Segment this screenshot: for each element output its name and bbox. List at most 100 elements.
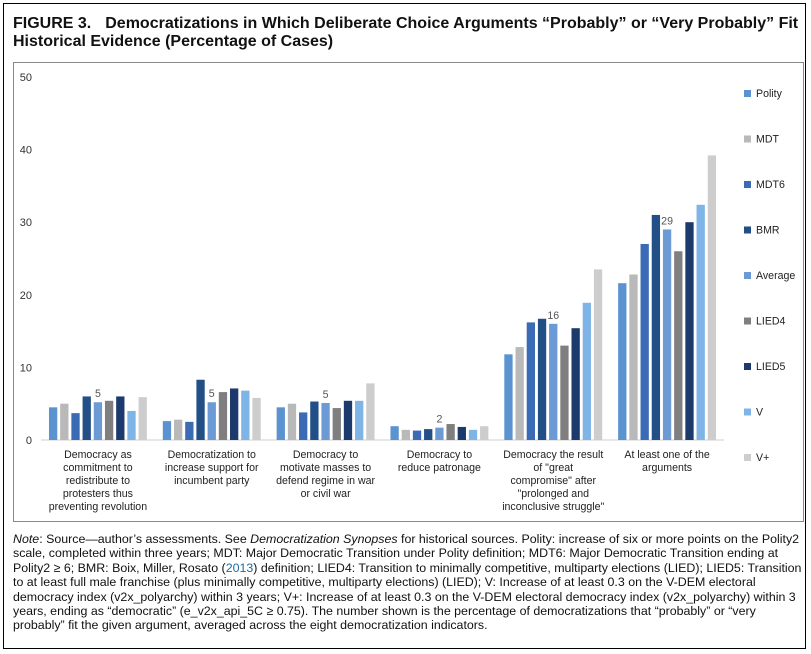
legend-swatch bbox=[744, 363, 751, 370]
legend-swatch bbox=[744, 272, 751, 279]
category-label-line: redistribute to bbox=[66, 475, 130, 487]
bar bbox=[674, 251, 683, 440]
category-label-line: inconclusive struggle" bbox=[502, 501, 604, 513]
bar bbox=[707, 155, 717, 440]
bar bbox=[435, 427, 444, 440]
bar bbox=[593, 269, 603, 440]
bar bbox=[310, 401, 319, 440]
bar bbox=[218, 392, 228, 440]
category-label-line: At least one of the bbox=[624, 449, 710, 461]
data-label: 2 bbox=[436, 414, 442, 426]
bar bbox=[390, 426, 399, 440]
note-text-1: : Source—author’s assessments. See bbox=[39, 532, 251, 546]
bar bbox=[537, 318, 547, 440]
bar bbox=[321, 402, 330, 440]
figure-number: FIGURE 3. bbox=[13, 15, 92, 32]
category-label-line: commitment to bbox=[63, 462, 133, 474]
bar bbox=[174, 419, 183, 440]
bar bbox=[549, 323, 558, 440]
figure-title: FIGURE 3. Democratizations in Which Delib… bbox=[13, 15, 803, 51]
bar bbox=[343, 400, 353, 440]
category-label-line: Democracy the result bbox=[503, 449, 603, 461]
bar bbox=[629, 274, 638, 440]
y-tick-label: 30 bbox=[20, 217, 32, 229]
bar bbox=[504, 354, 513, 440]
data-label: 5 bbox=[209, 388, 215, 400]
category-label-line: incumbent party bbox=[174, 475, 250, 487]
bar bbox=[515, 347, 524, 440]
legend-label: BMR bbox=[756, 225, 780, 237]
bar bbox=[116, 396, 125, 440]
bar bbox=[401, 429, 410, 440]
bar bbox=[366, 383, 375, 440]
legend-swatch bbox=[744, 454, 751, 461]
data-label: 29 bbox=[661, 215, 673, 227]
bar bbox=[207, 402, 216, 440]
bar bbox=[696, 204, 705, 440]
bar bbox=[468, 429, 478, 440]
bar bbox=[71, 413, 80, 440]
bar bbox=[162, 421, 172, 440]
category-label-line: of "great bbox=[533, 462, 573, 474]
bar bbox=[241, 390, 250, 440]
y-tick-label: 20 bbox=[20, 290, 32, 302]
y-tick-label: 0 bbox=[26, 435, 32, 447]
legend-swatch bbox=[744, 226, 751, 234]
category-label-line: Democracy as bbox=[64, 449, 132, 461]
category-label-line: protesters thus bbox=[63, 488, 133, 500]
category-label-line: Democratization to bbox=[168, 449, 256, 461]
bar bbox=[104, 400, 114, 440]
bar bbox=[618, 283, 627, 440]
legend-label: Polity bbox=[756, 88, 783, 100]
y-tick-label: 50 bbox=[20, 72, 32, 84]
category-label-line: reduce patronage bbox=[398, 462, 481, 474]
legend-label: MDT6 bbox=[756, 179, 785, 191]
legend-swatch bbox=[744, 317, 751, 325]
bar bbox=[446, 424, 455, 440]
data-label: 5 bbox=[323, 389, 329, 401]
bar bbox=[230, 388, 239, 440]
bar bbox=[662, 229, 672, 440]
chart-area: 0 10 20 30 40 50 Democracy as commitment to redi… bbox=[13, 62, 804, 522]
bar bbox=[424, 429, 433, 440]
bar bbox=[252, 397, 261, 440]
note-label: Note bbox=[13, 532, 40, 546]
figure-note: Note: Source—author’s assessments. See D… bbox=[13, 532, 808, 633]
note-text-3: ) definition; LIED4: Transition to minim… bbox=[13, 560, 802, 633]
category-label-line: "prolonged and bbox=[517, 488, 589, 500]
bar bbox=[685, 222, 694, 440]
category-label-line: motivate masses to bbox=[280, 462, 371, 474]
bar bbox=[412, 430, 422, 440]
category-label-line: defend regime in war bbox=[276, 475, 375, 487]
bar bbox=[355, 400, 364, 440]
legend-swatch bbox=[744, 135, 751, 143]
legend-label: Average bbox=[756, 270, 795, 282]
bar bbox=[185, 421, 194, 440]
bar bbox=[138, 397, 147, 440]
bar bbox=[127, 410, 136, 440]
bar bbox=[93, 402, 103, 440]
data-label: 16 bbox=[547, 310, 559, 322]
legend-label: MDT bbox=[756, 134, 779, 146]
bar bbox=[332, 408, 341, 440]
bar bbox=[651, 214, 661, 440]
bar bbox=[82, 396, 91, 440]
bar bbox=[48, 407, 58, 440]
y-tick-label: 10 bbox=[20, 362, 32, 374]
legend-label: LIED5 bbox=[756, 361, 786, 373]
bar bbox=[457, 426, 466, 440]
bar bbox=[571, 328, 580, 440]
legend-swatch bbox=[744, 181, 751, 188]
y-tick-label: 40 bbox=[20, 145, 32, 157]
category-label-line: arguments bbox=[642, 462, 692, 474]
category-label-line: or civil war bbox=[301, 488, 352, 500]
category-label-line: increase support for bbox=[165, 462, 259, 474]
legend-label: V bbox=[756, 407, 764, 419]
category-label-line: compromise" after bbox=[510, 475, 596, 487]
legend-swatch bbox=[744, 408, 751, 416]
category-label-line: Democracy to bbox=[407, 449, 472, 461]
bar bbox=[560, 345, 569, 440]
figure-title-text: Democratizations in Which Deliberate Cho… bbox=[13, 15, 799, 50]
note-citation-year[interactable]: 2013 bbox=[225, 560, 254, 575]
